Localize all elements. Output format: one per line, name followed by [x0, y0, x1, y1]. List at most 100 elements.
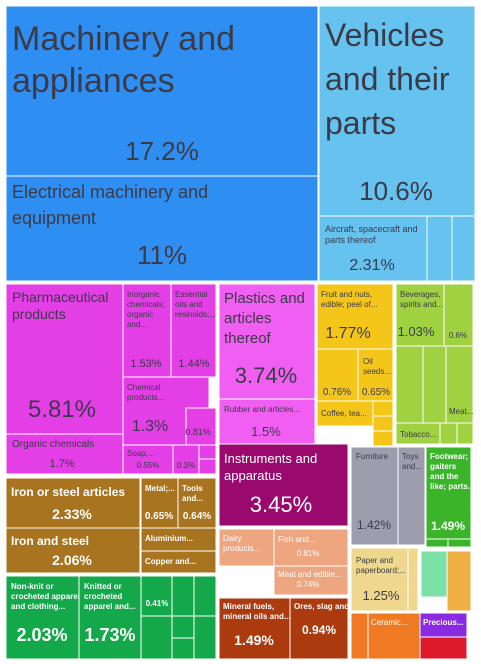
tile-label: spirits and...: [400, 300, 443, 309]
tile-label: parts thereof: [325, 235, 376, 245]
treemap-tile[interactable]: [122, 444, 174, 475]
treemap-tile[interactable]: [447, 538, 472, 548]
treemap-tile[interactable]: [218, 398, 316, 445]
tile-label: and...: [127, 320, 147, 329]
tile-label: Knitted or: [84, 582, 122, 591]
treemap-tile[interactable]: [5, 477, 141, 529]
tile-label: Ores, slag and...: [294, 602, 356, 611]
treemap-tile[interactable]: [451, 215, 476, 282]
treemap-tile[interactable]: [443, 283, 474, 347]
tile-label: and clothing...: [11, 602, 65, 611]
treemap-tile[interactable]: [5, 527, 141, 574]
tile-label: Footwear;: [430, 452, 468, 461]
treemap-tile[interactable]: [198, 458, 217, 475]
treemap-tile[interactable]: [171, 637, 195, 660]
treemap-tile[interactable]: [218, 443, 349, 527]
tile-label: articles: [224, 310, 272, 327]
tile-value: 0.64%: [183, 511, 211, 522]
tile-label: chemicals;: [127, 300, 165, 309]
treemap-tile[interactable]: [422, 345, 447, 424]
treemap-tile[interactable]: [5, 175, 319, 282]
treemap-tile[interactable]: [395, 345, 424, 424]
tile-label: seeds...: [363, 367, 391, 376]
treemap-tile[interactable]: [198, 444, 217, 460]
treemap-tile[interactable]: [318, 5, 476, 217]
tile-value: 10.6%: [359, 176, 433, 206]
treemap-tile[interactable]: [185, 407, 217, 446]
tile-label: equipment: [12, 208, 96, 228]
treemap-tile[interactable]: [172, 444, 200, 475]
treemap-tile[interactable]: [446, 550, 472, 612]
treemap-tile[interactable]: [420, 550, 448, 598]
treemap-tile[interactable]: [122, 283, 172, 378]
treemap-tile[interactable]: [289, 597, 349, 660]
tile-value: 0.81%: [297, 549, 320, 558]
treemap-tile[interactable]: [140, 575, 173, 617]
treemap-tile[interactable]: [426, 215, 453, 282]
treemap-tile[interactable]: [456, 422, 474, 445]
tile-label: Metal;...: [145, 484, 175, 493]
tile-label: organic: [127, 310, 153, 319]
treemap-tile[interactable]: [193, 575, 217, 617]
treemap-tile[interactable]: [372, 400, 394, 417]
tile-value: 0.74%: [297, 580, 320, 589]
treemap-tile[interactable]: [350, 446, 399, 546]
treemap-tile[interactable]: [171, 575, 195, 617]
tile-label: Beverages,: [400, 290, 440, 299]
treemap-tile[interactable]: [419, 636, 468, 660]
treemap-tile[interactable]: [357, 348, 394, 402]
treemap-tile[interactable]: [350, 547, 409, 612]
treemap-tile[interactable]: [439, 422, 458, 445]
tile-label: Plastics and: [224, 290, 305, 307]
treemap-tile[interactable]: [170, 283, 217, 378]
treemap-tile[interactable]: [395, 283, 445, 347]
tile-value: 5.81%: [28, 396, 96, 423]
treemap-tile[interactable]: [140, 615, 173, 660]
treemap-tile[interactable]: [193, 615, 217, 660]
tile-value: 0.41%: [146, 599, 169, 608]
treemap-tile[interactable]: [372, 430, 394, 447]
treemap-tile[interactable]: [171, 615, 195, 639]
treemap-tile[interactable]: [273, 565, 349, 596]
tile-label: Coffee, tea...: [321, 409, 367, 418]
treemap-tile[interactable]: [316, 283, 394, 350]
treemap-tile[interactable]: [425, 538, 449, 548]
tile-value: 2.03%: [16, 625, 67, 645]
treemap-tile[interactable]: [5, 433, 124, 475]
tile-label: Iron and steel: [11, 534, 89, 548]
treemap-tile[interactable]: [5, 575, 80, 660]
tile-label: Furniture: [356, 452, 389, 461]
tile-label: apparatus: [224, 468, 282, 483]
treemap-tile[interactable]: [407, 547, 419, 612]
tile-value: 2.06%: [52, 552, 92, 568]
tile-label: Inorganic: [127, 290, 160, 299]
treemap-tile[interactable]: [318, 215, 428, 282]
treemap-tile[interactable]: [372, 415, 394, 432]
treemap-tile[interactable]: [177, 477, 217, 529]
treemap-tile[interactable]: [316, 400, 374, 427]
tile-label: Mineral fuels,: [223, 602, 274, 611]
tile-label: Toys: [402, 452, 418, 461]
tile-label: resinoids;...: [175, 310, 216, 319]
tile-label: products...: [127, 393, 164, 402]
treemap-tile[interactable]: [140, 550, 217, 574]
tile-label: gaiters: [430, 462, 457, 471]
tile-label: Dairy: [223, 534, 242, 543]
tile-label: and...: [402, 462, 422, 471]
tile-value: 1.49%: [431, 519, 465, 533]
treemap-tile[interactable]: [316, 348, 359, 402]
treemap-tile[interactable]: [397, 446, 426, 546]
treemap-tile[interactable]: [425, 446, 472, 540]
treemap-tile[interactable]: [419, 612, 468, 638]
tile-value: 0.3%: [177, 461, 195, 470]
tile-value: 1.73%: [84, 625, 135, 645]
tile-value: 11%: [137, 240, 187, 270]
treemap-tile[interactable]: [350, 612, 369, 660]
treemap-tile[interactable]: [140, 477, 179, 529]
tile-label: paperboard;...: [356, 566, 406, 575]
treemap-tile[interactable]: [218, 597, 291, 660]
tile-value: 2.33%: [52, 506, 92, 522]
tile-label: Copper and...: [145, 557, 196, 566]
tile-value: 1.03%: [398, 324, 435, 339]
treemap-tile[interactable]: [445, 345, 474, 424]
